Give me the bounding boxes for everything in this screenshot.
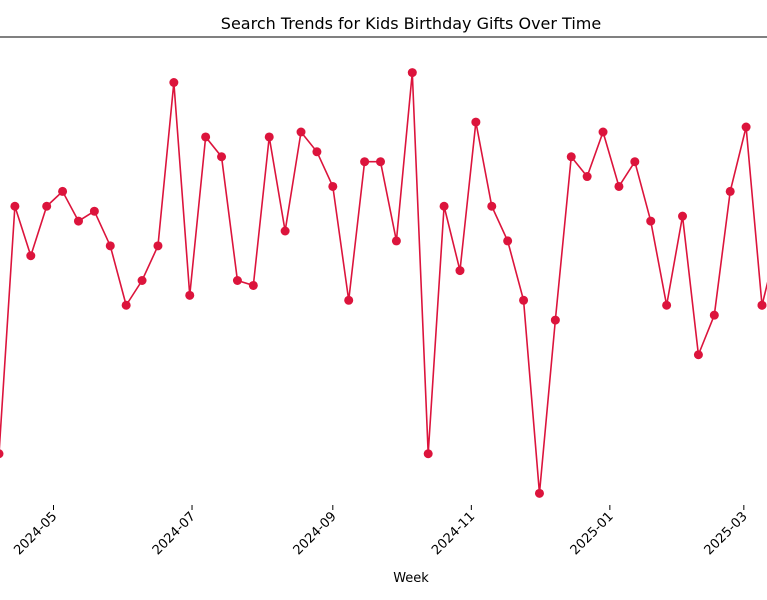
data-point (26, 251, 36, 261)
data-point (10, 201, 20, 211)
data-point (455, 266, 465, 276)
data-point (185, 290, 195, 300)
data-point (121, 300, 131, 310)
data-point (232, 276, 242, 285)
data-point (89, 206, 99, 216)
data-point (439, 201, 449, 211)
data-point (407, 68, 417, 78)
data-point (391, 236, 401, 246)
chart-title: Search Trends for Kids Birthday Gifts Ov… (221, 14, 601, 33)
x-tick-label: 2024-09 (291, 509, 340, 558)
data-point (725, 186, 735, 196)
data-point (471, 117, 481, 127)
x-tick-label: 2025-03 (702, 509, 751, 558)
data-point (0, 449, 4, 459)
data-point (487, 201, 497, 211)
data-point (598, 127, 608, 137)
data-point (662, 300, 672, 310)
x-axis-label: Week (393, 571, 429, 586)
x-tick-label: 2025-01 (568, 509, 617, 558)
data-point (328, 181, 338, 191)
x-tick-label: 2024-07 (150, 509, 199, 558)
series-line (761, 281, 767, 306)
data-point (693, 350, 703, 360)
data-point (550, 315, 560, 325)
points-layer (0, 68, 767, 498)
x-axis-ticks: 2024-05 2024-07 2024-09 2024-11 2025-01 2025-… (11, 505, 751, 558)
data-point (360, 157, 370, 167)
data-point (58, 186, 68, 196)
data-point (646, 216, 656, 226)
data-point (757, 300, 767, 310)
data-point (678, 211, 688, 221)
data-point (42, 201, 52, 211)
data-point (169, 78, 179, 87)
x-tick-label: 2024-11 (429, 509, 478, 558)
series-layer (0, 72, 767, 494)
data-point (614, 181, 624, 191)
x-tick-label: 2024-05 (11, 509, 60, 558)
data-point (503, 236, 513, 246)
data-point (741, 122, 751, 132)
series-line (0, 72, 763, 494)
data-point (153, 241, 163, 251)
data-point (105, 241, 115, 251)
data-point (312, 147, 322, 157)
data-point (630, 157, 640, 167)
data-point (248, 280, 258, 290)
data-point (201, 132, 211, 142)
data-point (376, 157, 385, 167)
data-point (344, 295, 354, 305)
data-point (519, 295, 529, 305)
data-point (709, 310, 719, 320)
data-point (582, 172, 592, 182)
data-point (566, 152, 576, 162)
data-point (423, 449, 433, 459)
data-point (264, 132, 274, 142)
data-point (280, 226, 290, 236)
data-point (73, 216, 83, 226)
data-point (137, 276, 147, 285)
data-point (296, 127, 306, 137)
data-point (534, 488, 544, 498)
data-point (217, 152, 227, 162)
